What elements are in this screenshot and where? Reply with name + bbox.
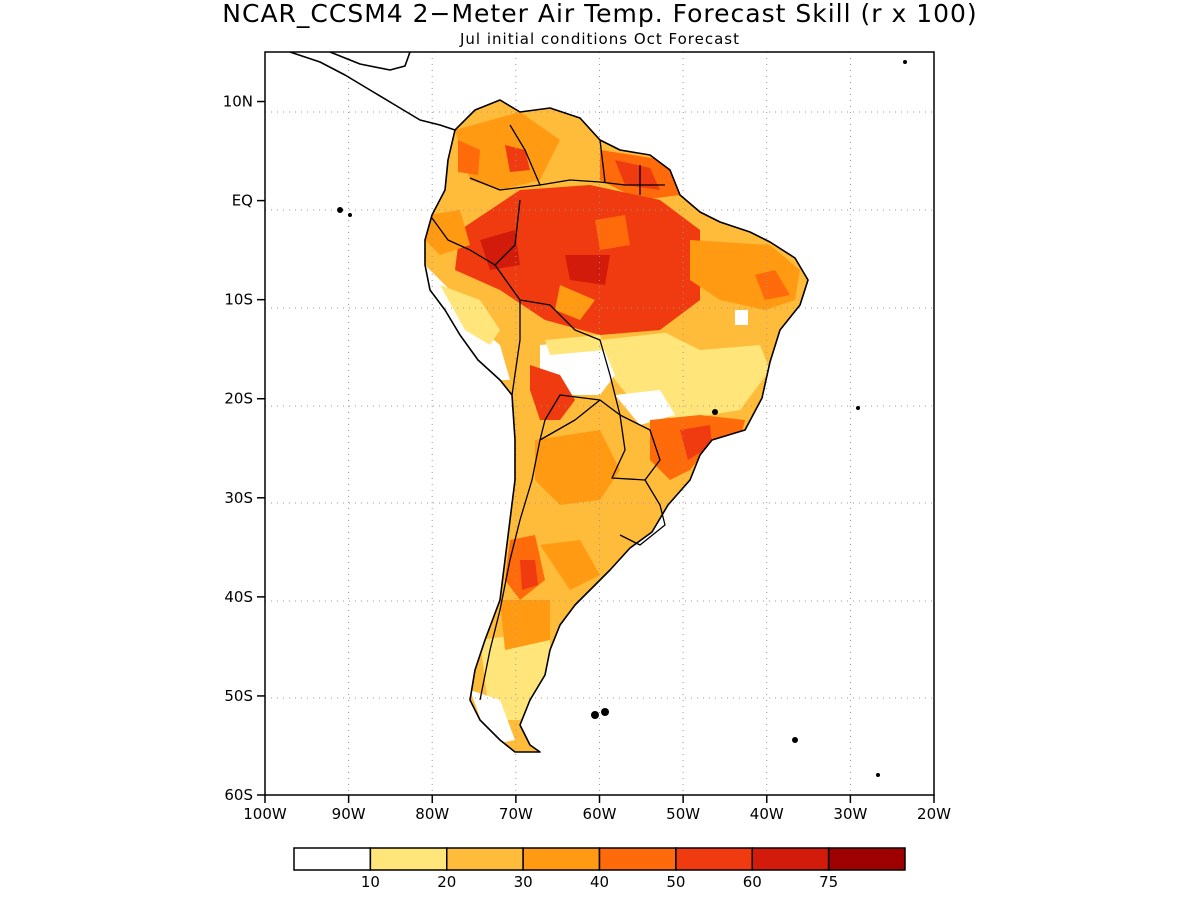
colorbar-swatch [827,847,906,871]
colorbar-label: 30 [514,873,533,891]
lon-tick-label: 90W [332,805,366,823]
colorbar-swatch [751,847,830,871]
colorbar-swatch [293,847,372,871]
lat-tick-label: 60S [224,786,253,804]
map-plot-area [264,51,935,796]
colorbar: 10 20 30 40 50 60 75 [293,847,906,891]
lat-tick-label: 10N [223,93,253,111]
lon-tick-label: 70W [499,805,533,823]
lat-tick-label: 30S [224,489,253,507]
islands [337,60,907,777]
colorbar-label: 20 [437,873,456,891]
colorbar-label: 40 [590,873,609,891]
lat-tick-label: 50S [224,687,253,705]
colorbar-swatch [446,847,524,871]
lon-tick-label: 80W [415,805,449,823]
lat-tick-label: 20S [224,390,253,408]
lon-tick-label: 60W [583,805,617,823]
colorbar-swatch [369,847,448,871]
country-borders [431,124,666,701]
latitude-axis: 10N EQ 10S 20S 30S 40S 50S 60S [223,93,265,804]
map-title: NCAR_CCSM4 2−Meter Air Temp. Forecast Sk… [222,0,977,28]
colorbar-label: 60 [743,873,762,891]
coastlines [289,52,809,753]
colorbar-swatch [598,847,677,871]
map-subtitle: Jul initial conditions Oct Forecast [459,30,740,48]
lat-tick-label: 40S [224,588,253,606]
colorbar-swatch [675,847,753,871]
longitude-axis: 100W 90W 80W 70W 60W 50W 40W 30W 20W [243,795,951,823]
colorbar-label: 50 [666,873,685,891]
lon-tick-label: 20W [917,805,951,823]
lon-tick-label: 30W [833,805,867,823]
central-america-coastline [289,52,456,131]
colorbar-label: 75 [819,873,838,891]
lat-tick-label: EQ [232,192,253,210]
south-america-coastline [424,99,809,753]
lat-tick-label: 10S [224,291,253,309]
colorbar-label: 10 [361,873,380,891]
lon-tick-label: 50W [666,805,700,823]
lon-tick-label: 40W [750,805,784,823]
colorbar-swatch [522,847,601,871]
lon-tick-label: 100W [243,805,287,823]
